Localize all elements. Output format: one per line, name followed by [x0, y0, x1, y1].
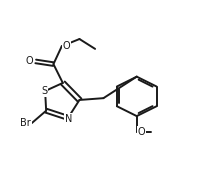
- Text: O: O: [63, 41, 70, 51]
- Text: N: N: [65, 114, 73, 124]
- Text: S: S: [41, 86, 47, 96]
- Text: Br: Br: [20, 118, 31, 128]
- Text: O: O: [138, 127, 145, 137]
- Text: O: O: [26, 56, 33, 66]
